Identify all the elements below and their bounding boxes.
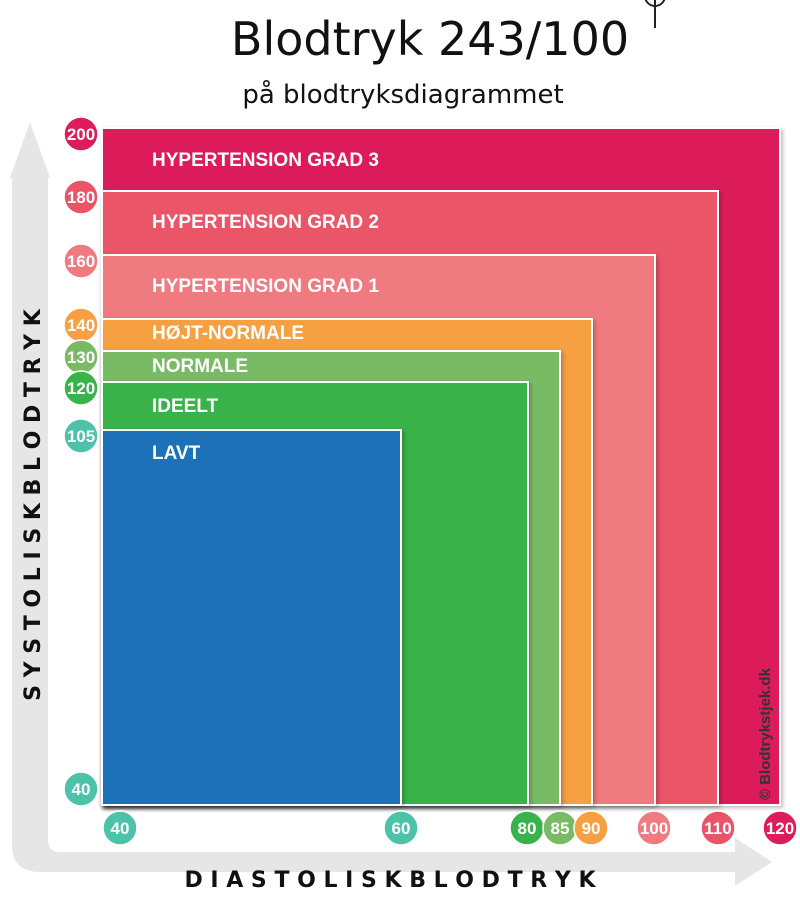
x-tick-label: 90 xyxy=(582,819,601,838)
x-ticks-layer: 40 60 80 85 90 100 110 120 xyxy=(102,810,798,846)
chart-title: Blodtryk 243/100 xyxy=(230,12,630,66)
y-tick-circle xyxy=(63,116,99,152)
zone-labels-layer: HYPERTENSION GRAD 3 HYPERTENSION GRAD 2 HY… xyxy=(152,150,379,464)
zone-7 xyxy=(101,429,402,806)
y-ticks-layer: 200 180 160 140 130 120 105 40 xyxy=(63,116,99,807)
y-tick-label: 120 xyxy=(67,379,95,398)
x-tick-label: 40 xyxy=(111,819,130,838)
x-tick-circle xyxy=(762,810,798,846)
zones-layer xyxy=(101,127,781,806)
y-tick-label: 180 xyxy=(67,188,95,207)
x-tick-label: 85 xyxy=(551,819,570,838)
y-tick-label: 130 xyxy=(67,348,95,367)
zone-label: HYPERTENSION GRAD 3 xyxy=(152,150,379,171)
x-tick-label: 60 xyxy=(392,819,411,838)
chart-subtitle: på blodtryksdiagrammet xyxy=(242,80,564,110)
zone-label: IDEELT xyxy=(152,396,219,417)
y-tick-label: 160 xyxy=(67,252,95,271)
y-tick-circle xyxy=(63,370,99,406)
credit-text: © Blodtrykstjek.dk xyxy=(757,667,774,800)
x-tick-circle xyxy=(383,810,419,846)
x-tick-label: 120 xyxy=(766,819,794,838)
zone-label: HØJT-NORMALE xyxy=(152,323,304,344)
zone-label: HYPERTENSION GRAD 1 xyxy=(152,276,379,297)
y-tick-label: 105 xyxy=(67,427,95,446)
y-tick-label: 140 xyxy=(67,316,95,335)
zone-label: HYPERTENSION GRAD 2 xyxy=(152,212,379,233)
y-axis-title: S Y S T O L I S K B L O D T R Y K xyxy=(21,308,46,701)
x-tick-circle xyxy=(102,810,138,846)
zone-label: LAVT xyxy=(152,443,201,464)
x-tick-label: 110 xyxy=(704,819,731,838)
zone-label: NORMALE xyxy=(152,356,248,377)
y-tick-circle xyxy=(63,243,99,279)
x-tick-circle xyxy=(636,810,672,846)
x-tick-label: 80 xyxy=(518,819,537,838)
x-axis-title: D I A S T O L I S K B L O D T R Y K xyxy=(184,868,596,893)
y-tick-circle xyxy=(63,771,99,807)
x-tick-label: 100 xyxy=(640,819,668,838)
y-arrow-head xyxy=(10,122,50,178)
marker-layer xyxy=(644,0,666,28)
y-tick-label: 40 xyxy=(72,780,91,799)
axis-arrow xyxy=(10,122,772,886)
reading-marker-point xyxy=(644,0,666,7)
x-tick-circle xyxy=(700,810,736,846)
y-tick-circle xyxy=(63,179,99,215)
y-tick-circle xyxy=(63,418,99,454)
x-tick-circle xyxy=(573,810,609,846)
y-tick-label: 200 xyxy=(67,125,95,144)
